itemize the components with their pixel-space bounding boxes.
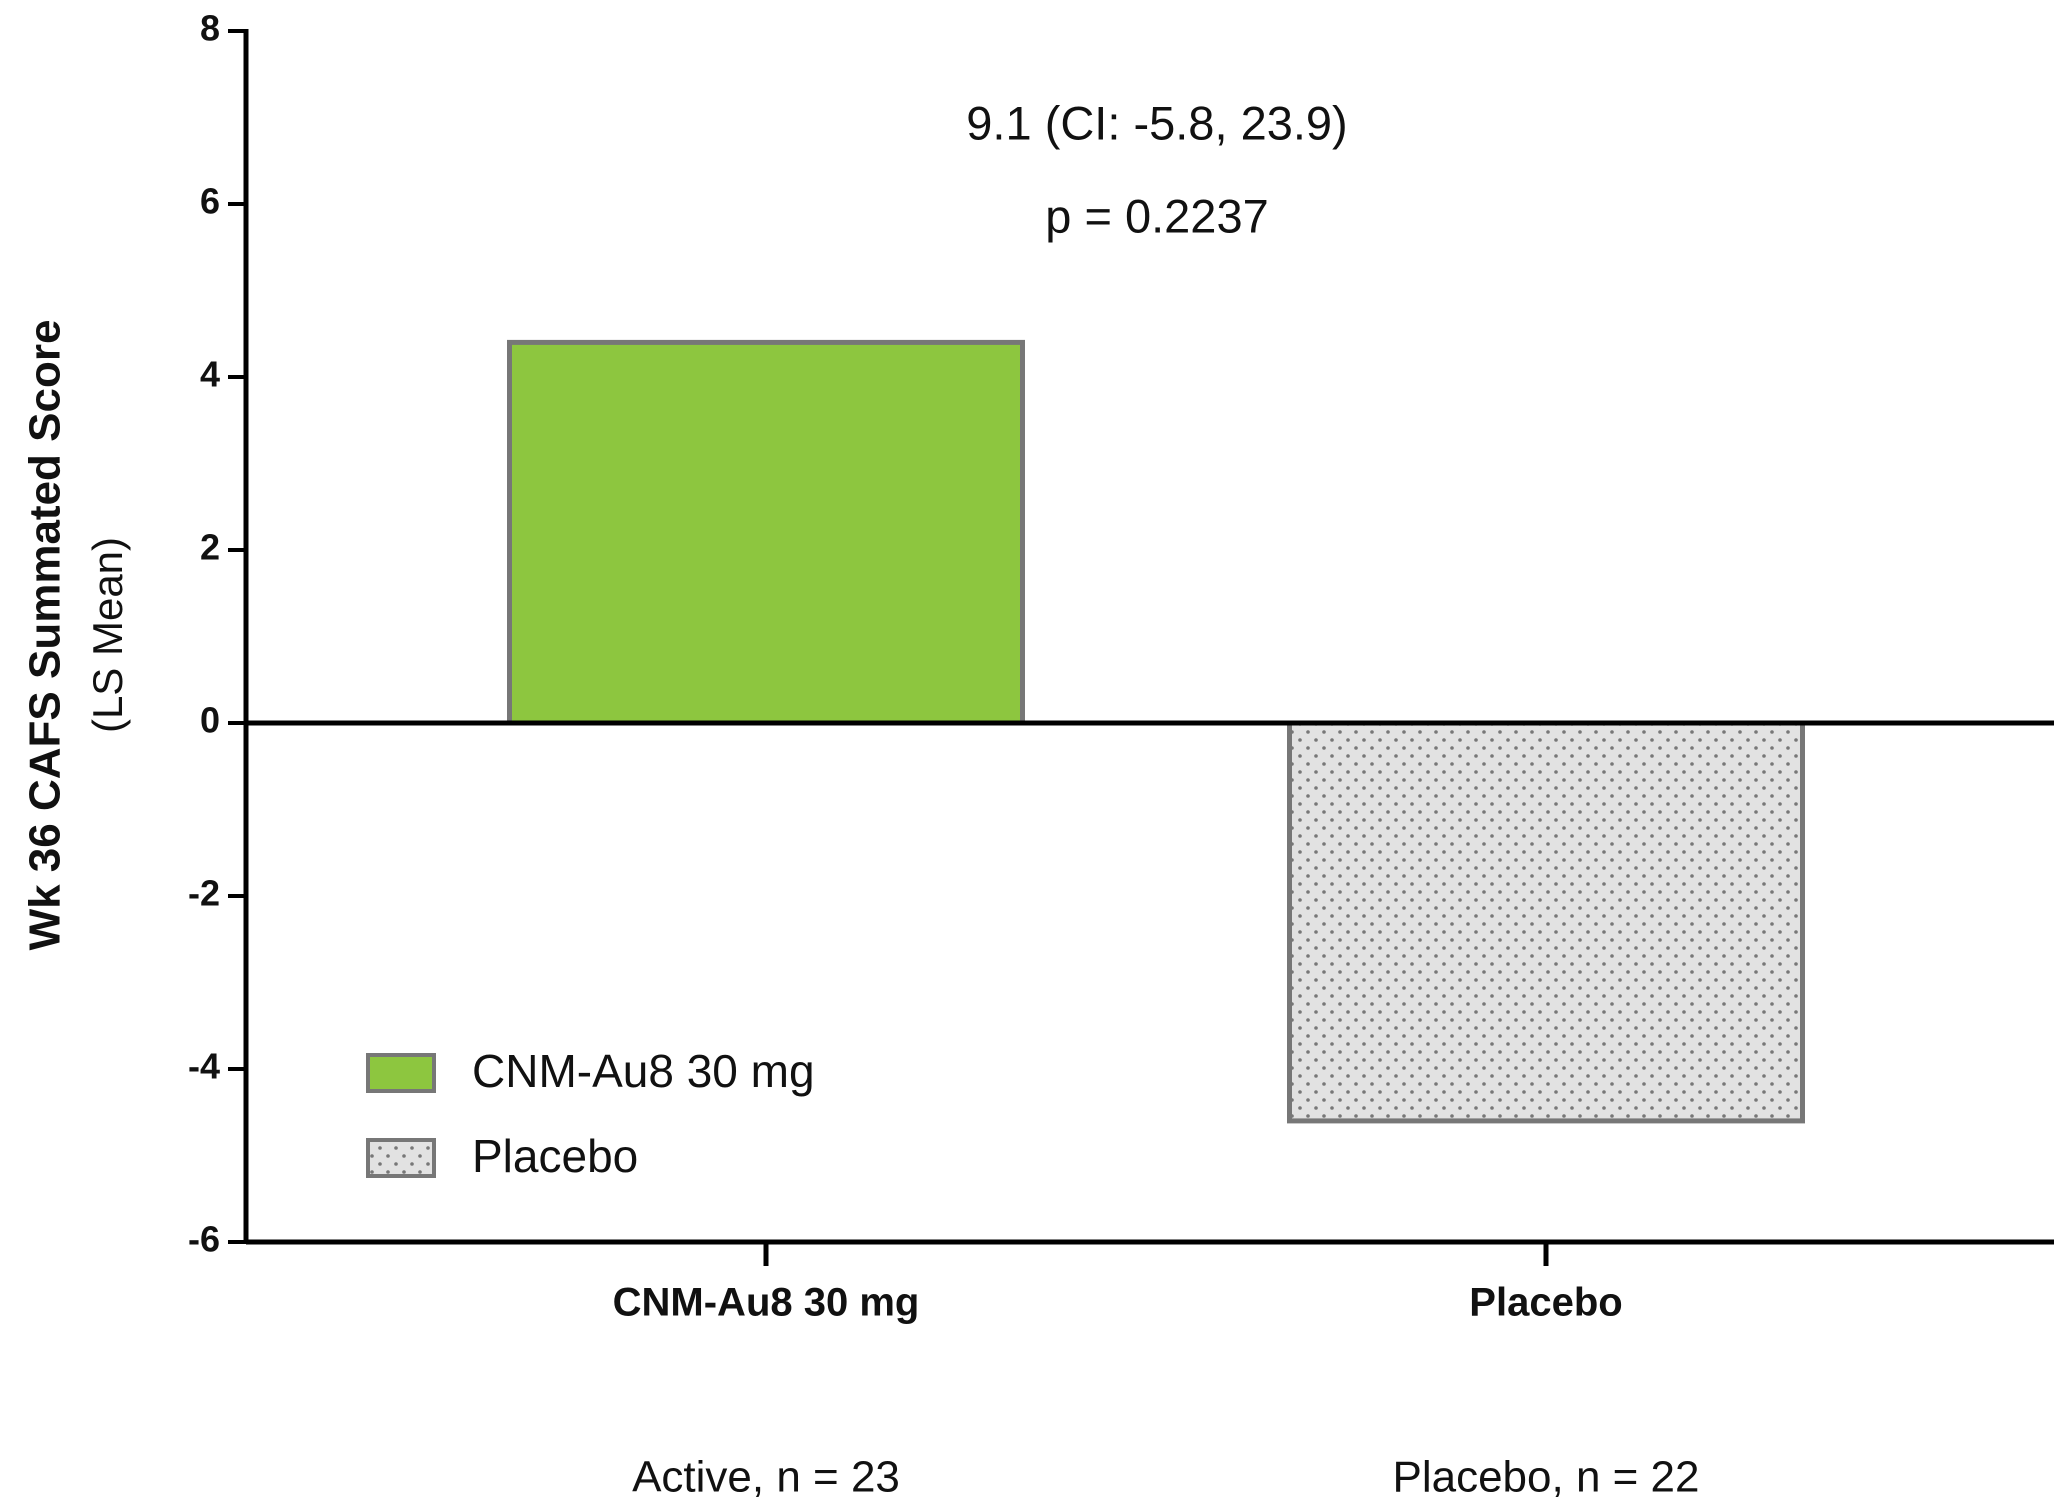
legend-label: Placebo bbox=[472, 1130, 638, 1182]
x-tick-label: Placebo bbox=[1469, 1281, 1622, 1325]
legend-swatch bbox=[366, 1053, 436, 1093]
y-tick-label: 8 bbox=[200, 8, 220, 49]
y-tick-label: 4 bbox=[200, 354, 220, 395]
y-tick-label: 0 bbox=[200, 700, 220, 741]
x-tick-label: CNM-Au8 30 mg bbox=[613, 1281, 920, 1325]
legend-label: CNM-Au8 30 mg bbox=[472, 1045, 815, 1097]
bar bbox=[507, 339, 1025, 726]
y-tick-label: -4 bbox=[188, 1046, 220, 1087]
annotation: 9.1 (CI: -5.8, 23.9) bbox=[966, 96, 1347, 149]
y-tick-label: -6 bbox=[188, 1219, 220, 1260]
category-note: Placebo, n = 22 bbox=[1392, 1453, 1699, 1502]
category-note: Active, n = 23 bbox=[632, 1453, 900, 1502]
y-axis-label: Wk 36 CAFS Summated Score bbox=[21, 320, 70, 951]
y-tick-label: 2 bbox=[200, 527, 220, 568]
y-axis-sublabel: (LS Mean) bbox=[84, 537, 131, 733]
y-tick-label: 6 bbox=[200, 181, 220, 222]
legend-swatch bbox=[366, 1138, 436, 1178]
bar bbox=[1287, 720, 1805, 1124]
y-tick-label: -2 bbox=[188, 873, 220, 914]
annotation: p = 0.2237 bbox=[1045, 189, 1268, 242]
